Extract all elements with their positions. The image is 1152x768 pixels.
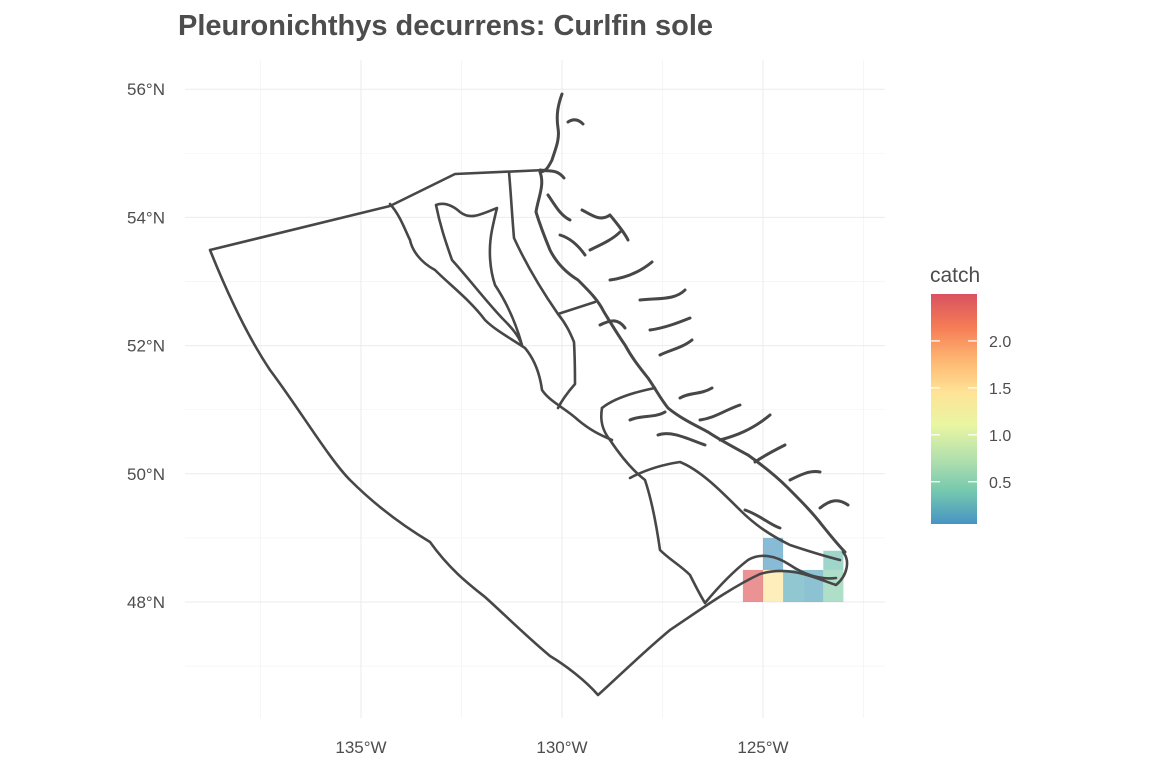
catch-cell: [763, 537, 784, 570]
catch-cells: [742, 537, 844, 602]
catch-cell: [783, 569, 804, 602]
catch-legend: catch 0.5 1.0 1.5 2.0: [930, 264, 1011, 524]
legend-ticks: 0.5 1.0 1.5 2.0: [931, 334, 1011, 492]
legend-tick-label: 1.5: [989, 381, 1011, 398]
inlet-15: [546, 193, 572, 222]
inlet-5: [608, 260, 654, 282]
inlet-8: [658, 338, 694, 357]
inlet-7: [648, 316, 692, 332]
inlet-18: [628, 410, 667, 422]
inlet-11: [718, 413, 772, 442]
outer-boundary: [208, 168, 849, 697]
catch-cell: [823, 550, 844, 570]
inlet-6: [638, 288, 687, 302]
y-tick-label: 48°N: [127, 593, 165, 612]
x-tick-label: 125°W: [737, 738, 788, 757]
inlet-2: [538, 168, 566, 180]
legend-tick-label: 1.0: [989, 428, 1011, 445]
gridlines: [185, 60, 885, 718]
area-divider-1: [507, 170, 577, 410]
legend-title: catch: [930, 264, 980, 287]
area-divider-3: [600, 386, 657, 410]
inlet-3: [580, 208, 630, 242]
legend-colorbar: [931, 294, 977, 524]
x-tick-label: 135°W: [335, 738, 386, 757]
inlet-10: [698, 403, 742, 422]
legend-tick-label: 0.5: [989, 475, 1011, 492]
area-divider-4: [599, 406, 612, 442]
inlet-20: [743, 508, 782, 530]
y-tick-label: 50°N: [127, 465, 165, 484]
inlet-14: [818, 499, 850, 510]
x-tick-label: 130°W: [536, 738, 587, 757]
inlet-12: [753, 443, 787, 464]
inlet-4: [588, 230, 622, 252]
catch-cell: [763, 569, 784, 602]
catch-cell: [742, 569, 763, 602]
catch-cell: [823, 569, 844, 602]
area-divider-2: [556, 300, 597, 316]
legend-tick-label: 2.0: [989, 334, 1011, 351]
inlet-16: [558, 233, 587, 257]
vancouver-island-outline: [608, 438, 842, 605]
inlet-13: [788, 470, 822, 482]
y-tick-label: 54°N: [127, 208, 165, 227]
inlet-17: [598, 319, 627, 330]
inlet-1: [566, 118, 585, 126]
inlet-9: [678, 386, 714, 400]
map-title: Pleuronichthys decurrens: Curlfin sole: [178, 10, 713, 42]
mainland-coastline: [534, 92, 850, 554]
y-tick-label: 52°N: [127, 337, 165, 356]
management-area-boundaries: [208, 168, 849, 697]
coastline-main: [534, 92, 847, 554]
inlet-19: [656, 432, 707, 447]
y-tick-label: 56°N: [127, 80, 165, 99]
haida-gwaii-outline: [388, 202, 614, 442]
axis-labels: 135°W 130°W 125°W 48°N 50°N 52°N 54°N 56°N: [127, 80, 789, 757]
